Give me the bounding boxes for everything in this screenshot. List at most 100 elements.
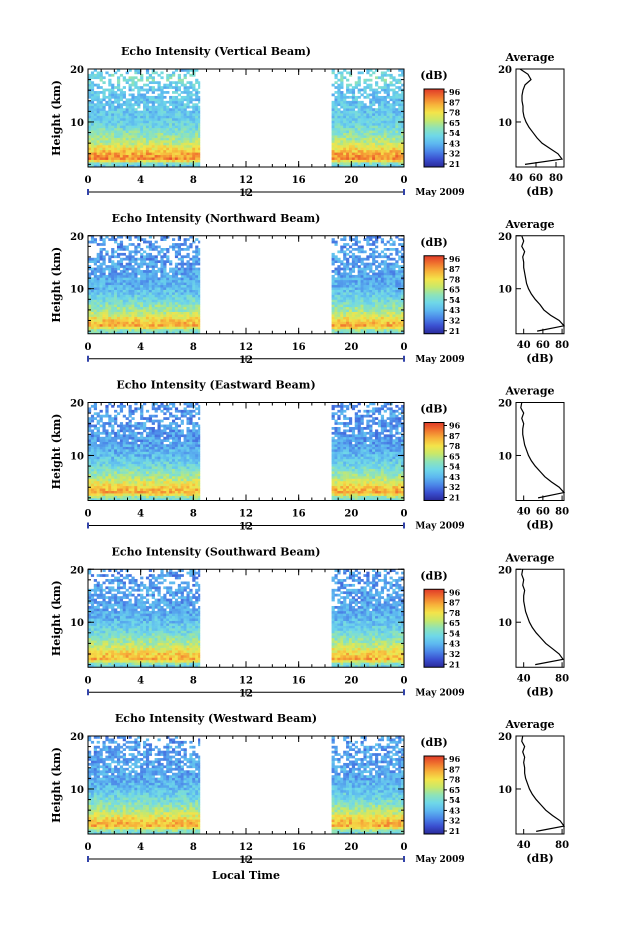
heatmap-cell: [134, 164, 138, 168]
heatmap-cell: [386, 108, 390, 111]
heatmap-cell: [99, 284, 103, 288]
heatmap-cell: [145, 69, 150, 72]
heatmap-cell: [111, 304, 115, 308]
heatmap-cell: [131, 125, 135, 129]
heatmap-cell: [131, 323, 135, 327]
heatmap-cell: [145, 326, 150, 330]
heatmap-cell: [346, 115, 350, 119]
heatmap-cell: [366, 152, 370, 156]
heatmap-cell: [172, 73, 176, 77]
heatmap-cell: [143, 103, 147, 107]
heatmap-cell: [137, 267, 141, 271]
heatmap-cell: [96, 456, 100, 460]
heatmap-cell: [372, 279, 376, 283]
heatmap-cell: [389, 267, 393, 271]
heatmap-cell: [88, 91, 92, 94]
heatmap-cell: [169, 279, 173, 283]
heatmap-cell: [177, 125, 181, 129]
heatmap-cell: [137, 297, 141, 300]
heatmap-cell: [122, 127, 126, 131]
heatmap-cell: [131, 88, 135, 92]
heatmap-cell: [122, 154, 126, 158]
heatmap-cell: [343, 279, 347, 283]
heatmap-cell: [122, 294, 126, 298]
heatmap-cell: [340, 149, 344, 153]
colorbar-tick-label: 43: [449, 138, 461, 148]
heatmap-cell: [383, 243, 387, 246]
heatmap-cell: [389, 122, 393, 126]
heatmap-cell: [395, 331, 399, 335]
heatmap-cell: [116, 328, 121, 332]
heatmap-cell: [140, 98, 144, 102]
heatmap-cell: [380, 314, 385, 317]
heatmap-cell: [122, 115, 126, 119]
heatmap-cell: [96, 321, 100, 325]
heatmap-cell: [177, 321, 181, 325]
heatmap-cell: [360, 262, 364, 266]
heatmap-cell: [174, 326, 179, 330]
heatmap-cell: [140, 147, 144, 151]
heatmap-cell: [395, 289, 399, 293]
heatmap-cell: [351, 252, 356, 256]
heatmap-cell: [383, 304, 387, 308]
heatmap-cell: [343, 277, 347, 281]
heatmap-cell: [143, 255, 147, 259]
heatmap-cell: [154, 306, 158, 310]
heatmap-cell: [198, 110, 201, 114]
heatmap-cell: [119, 272, 124, 276]
heatmap-cell: [131, 311, 135, 315]
heatmap-cell: [119, 461, 124, 465]
heatmap-cell: [111, 164, 115, 168]
heatmap-cell: [88, 463, 92, 467]
heatmap-cell: [114, 441, 118, 445]
heatmap-cell: [96, 279, 100, 283]
heatmap-cell: [386, 115, 390, 119]
heatmap-cell: [334, 314, 338, 317]
heatmap-cell: [372, 93, 376, 97]
heatmap-cell: [183, 309, 187, 312]
heatmap-cell: [160, 91, 164, 94]
y-axis-label: Height (km): [50, 80, 63, 156]
heatmap-cell: [114, 331, 118, 335]
heatmap-cell: [380, 118, 385, 121]
heatmap-cell: [114, 414, 118, 418]
heatmap-cell: [148, 255, 153, 259]
heatmap-cell: [90, 319, 95, 322]
heatmap-cell: [343, 272, 347, 276]
heatmap-cell: [116, 108, 121, 111]
heatmap-cell: [102, 446, 106, 450]
heatmap-cell: [111, 316, 115, 320]
heatmap-cell: [192, 152, 196, 156]
heatmap-cell: [114, 458, 118, 462]
heatmap-cell: [145, 142, 150, 146]
heatmap-cell: [108, 402, 112, 406]
heatmap-cell: [386, 130, 390, 133]
heatmap-cell: [334, 113, 338, 116]
heatmap-cell: [180, 257, 184, 261]
heatmap-cell: [360, 323, 364, 327]
heatmap-cell: [99, 424, 103, 428]
heatmap-cell: [163, 91, 167, 94]
heatmap-cell: [116, 476, 121, 479]
heatmap-cell: [99, 243, 103, 246]
heatmap-cell: [151, 157, 155, 160]
heatmap-cell: [169, 267, 173, 271]
heatmap-cell: [180, 149, 184, 153]
heatmap-cell: [125, 81, 129, 84]
heatmap-cell: [143, 240, 147, 244]
heatmap-cell: [348, 323, 353, 327]
heatmap-cell: [99, 451, 103, 455]
heatmap-cell: [88, 113, 92, 116]
heatmap-cell: [177, 245, 181, 249]
heatmap-cell: [186, 284, 190, 288]
heatmap-cell: [186, 294, 190, 298]
heatmap-cell: [354, 319, 358, 322]
heatmap-cell: [340, 306, 344, 310]
heatmap-cell: [90, 488, 95, 491]
heatmap-cell: [148, 108, 153, 111]
heatmap-cell: [102, 444, 106, 447]
heatmap-cell: [116, 132, 121, 136]
heatmap-cell: [340, 91, 344, 94]
heatmap-cell: [128, 287, 132, 290]
heatmap-cell: [99, 154, 103, 158]
